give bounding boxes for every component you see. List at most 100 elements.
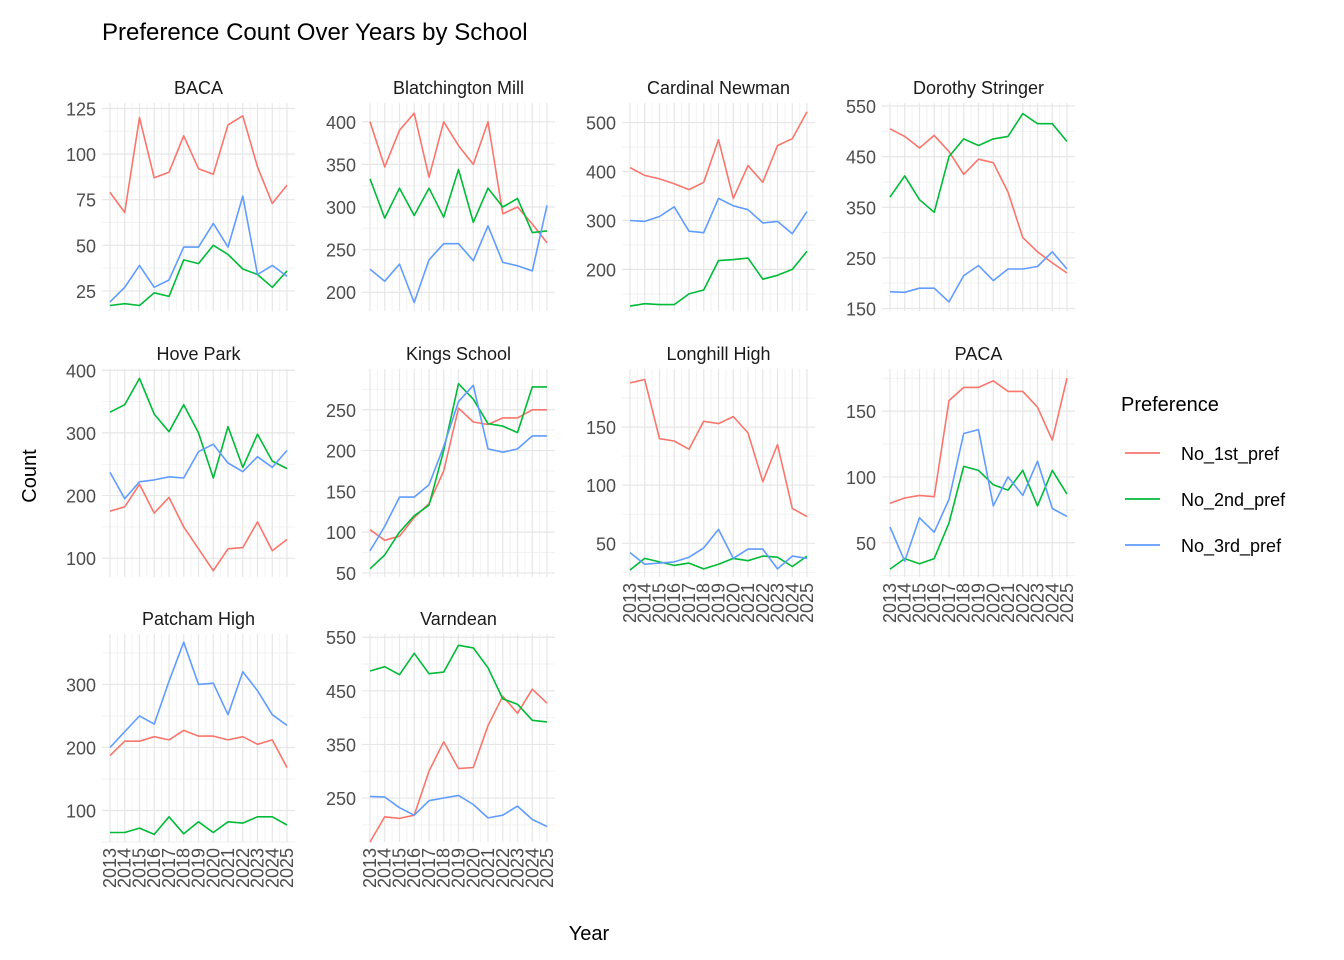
series-line-no-2nd-pref-longhill-high <box>629 555 808 571</box>
x-tick-label: 2016 <box>404 848 424 888</box>
x-tick-label: 2023 <box>508 848 528 888</box>
series-line-no-3rd-pref-cardinal-newman <box>629 197 808 235</box>
y-tick-label: 200 <box>66 487 96 507</box>
y-tick-label: 550 <box>326 628 356 648</box>
x-tick-label: 2021 <box>738 583 758 623</box>
y-tick-label: 450 <box>326 682 356 702</box>
y-tick-label: 200 <box>326 283 356 303</box>
y-tick-label: 400 <box>326 113 356 133</box>
x-tick-label: 2025 <box>797 583 817 623</box>
x-tick-label: 2016 <box>144 848 164 888</box>
chart-title: Preference Count Over Years by School <box>102 19 528 46</box>
x-tick-label: 2023 <box>768 583 788 623</box>
legend-title: Preference <box>1121 394 1219 416</box>
series-line-no-1st-pref-patcham-high <box>109 729 288 768</box>
y-tick-label: 100 <box>66 801 96 821</box>
x-tick-label: 2025 <box>1057 583 1077 623</box>
series-line-no-3rd-pref-dorothy-stringer <box>889 251 1068 303</box>
y-tick-label: 100 <box>66 145 96 165</box>
facet-paca: PACA 50 100 150 2013201420152016201720182019… <box>846 344 1077 623</box>
x-tick-label: 2024 <box>262 848 282 888</box>
series-line-no-2nd-pref-patcham-high <box>110 815 288 836</box>
series-line-no-1st-pref-varndean <box>369 688 548 843</box>
series-line-no-3rd-pref-paca <box>889 428 1068 563</box>
x-tick-label: 2024 <box>522 848 542 888</box>
x-tick-label: 2016 <box>664 583 684 623</box>
y-tick-label: 500 <box>586 114 616 134</box>
facet-varndean: Varndean 250 350 450 550 20132014201520162017… <box>326 609 557 888</box>
series-line-no-2nd-pref-dorothy-stringer <box>889 112 1068 214</box>
series-line-no-3rd-pref-longhill-high <box>629 528 808 570</box>
x-tick-label: 2014 <box>635 583 655 623</box>
x-tick-label: 2022 <box>493 848 513 888</box>
y-tick-label: 200 <box>586 260 616 280</box>
facet-dorothy-stringer: Dorothy Stringer 150 250 350 450 550 <box>846 78 1075 319</box>
series-line-no-2nd-pref-varndean <box>369 644 548 723</box>
y-tick-label: 150 <box>846 299 876 319</box>
x-tick-label: 2022 <box>753 583 773 623</box>
facet-title-varndean: Varndean <box>420 609 497 629</box>
series-line-no-1st-pref-longhill-high <box>629 378 808 518</box>
x-tick-label: 2024 <box>782 583 802 623</box>
legend: Preference No_1st_pref No_2nd_pref No_3rd_… <box>1121 394 1286 557</box>
y-tick-label: 50 <box>76 236 96 256</box>
facet-cardinal-newman: Cardinal Newman 200 300 400 500 <box>586 78 815 311</box>
facet-title-baca: BACA <box>174 78 223 98</box>
x-tick-label: 2016 <box>924 583 944 623</box>
series-line-no-3rd-pref-blatchington-mill <box>369 205 548 304</box>
x-tick-label: 2020 <box>203 848 223 888</box>
series-line-no-2nd-pref-kings-school <box>369 382 547 570</box>
series-line-no-1st-pref-cardinal-newman <box>629 111 808 200</box>
facet-hove-park: Hove Park 100 200 300 400 <box>66 344 295 577</box>
y-tick-label: 250 <box>326 241 356 261</box>
legend-label-no-2nd-pref: No_2nd_pref <box>1181 490 1286 511</box>
series-line-no-2nd-pref-hove-park <box>109 377 288 479</box>
facet-longhill-high: Longhill High501001502013201420152016201… <box>586 344 817 623</box>
y-tick-label: 250 <box>326 401 356 421</box>
y-tick-label: 350 <box>326 155 356 175</box>
x-tick-label: 2013 <box>880 583 900 623</box>
facet-title-kings-school: Kings School <box>406 344 511 364</box>
facet-kings-school: Kings School 50 100 150 200 250 <box>326 344 555 584</box>
x-axis-label: Year <box>569 923 610 945</box>
facet-title-dorothy-stringer: Dorothy Stringer <box>913 78 1044 98</box>
x-tick-label: 2019 <box>709 583 729 623</box>
x-tick-label: 2015 <box>649 583 669 623</box>
x-tick-label: 2014 <box>895 583 915 623</box>
x-tick-label: 2021 <box>218 848 238 888</box>
facet-patcham-high: Patcham High1002003002013201420152016201… <box>66 609 297 888</box>
y-tick-label: 300 <box>326 198 356 218</box>
x-tick-label: 2019 <box>969 583 989 623</box>
series-line-no-1st-pref-kings-school <box>369 407 547 542</box>
x-tick-label: 2020 <box>723 583 743 623</box>
facet-title-longhill-high: Longhill High <box>666 344 770 364</box>
x-tick-label: 2022 <box>233 848 253 888</box>
series-line-no-1st-pref-dorothy-stringer <box>889 128 1068 274</box>
x-tick-label: 2015 <box>129 848 149 888</box>
x-tick-label: 2017 <box>679 583 699 623</box>
series-line-no-2nd-pref-paca <box>889 465 1068 570</box>
legend-label-no-3rd-pref: No_3rd_pref <box>1181 536 1282 557</box>
x-tick-label: 2021 <box>998 583 1018 623</box>
x-tick-label: 2015 <box>909 583 929 623</box>
x-tick-label: 2025 <box>277 848 297 888</box>
x-tick-label: 2017 <box>419 848 439 888</box>
facet-baca: BACA 25 50 75 100 125 <box>66 78 295 311</box>
x-tick-label: 2018 <box>694 583 714 623</box>
y-tick-label: 100 <box>66 549 96 569</box>
series-line-no-3rd-pref-baca <box>109 195 288 303</box>
y-tick-label: 300 <box>66 675 96 695</box>
y-tick-label: 75 <box>76 191 96 211</box>
y-tick-label: 125 <box>66 99 96 119</box>
y-tick-label: 150 <box>586 418 616 438</box>
y-tick-label: 100 <box>846 468 876 488</box>
x-tick-label: 2013 <box>620 583 640 623</box>
y-tick-label: 300 <box>66 424 96 444</box>
x-tick-label: 2015 <box>389 848 409 888</box>
x-tick-label: 2024 <box>1042 583 1062 623</box>
x-tick-label: 2018 <box>174 848 194 888</box>
x-tick-label: 2014 <box>115 848 135 888</box>
series-line-no-3rd-pref-patcham-high <box>109 641 288 749</box>
